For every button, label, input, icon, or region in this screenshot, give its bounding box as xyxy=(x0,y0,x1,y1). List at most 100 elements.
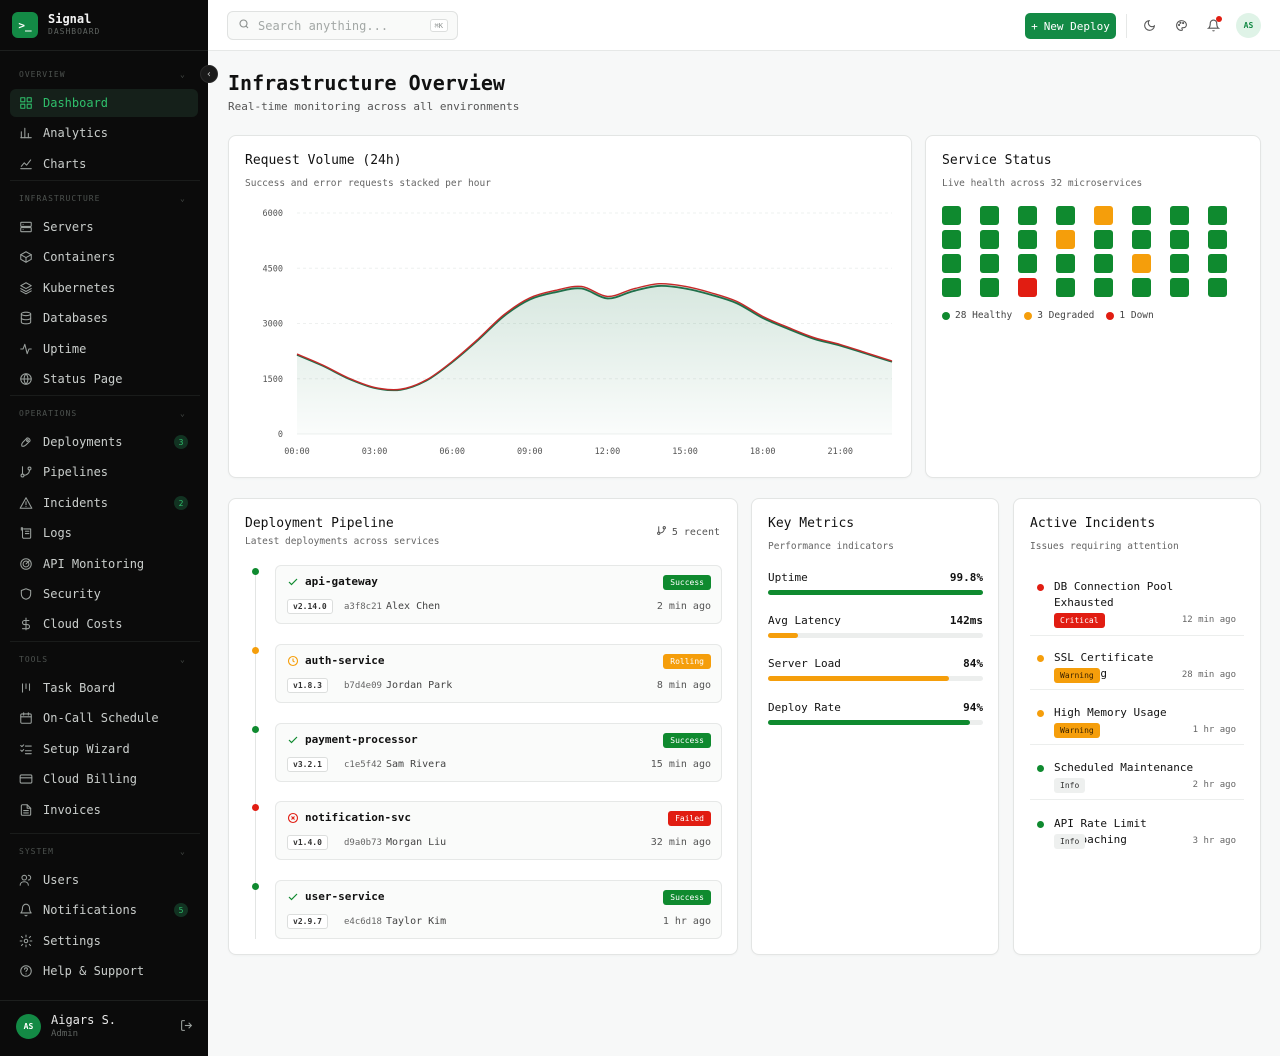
sidebar-item-databases[interactable]: Databases xyxy=(10,304,198,332)
service-tile-healthy[interactable] xyxy=(1018,230,1037,249)
timestamp: 12 min ago xyxy=(1181,615,1236,625)
sidebar-item-invoices[interactable]: Invoices xyxy=(10,796,198,824)
sidebar-item-settings[interactable]: Settings xyxy=(10,927,198,955)
sidebar-item-task-board[interactable]: Task Board xyxy=(10,674,198,702)
y-tick-label: 4500 xyxy=(263,264,283,274)
chevron-down-icon[interactable]: ⌄ xyxy=(180,847,185,856)
deployment-row[interactable]: user-service Success v2.9.7 e4c6d18 Tayl… xyxy=(275,880,722,939)
sidebar-item-cloud-costs[interactable]: Cloud Costs xyxy=(10,610,198,638)
service-tile-healthy[interactable] xyxy=(1208,206,1227,225)
sidebar-item-api-monitoring[interactable]: API Monitoring xyxy=(10,550,198,578)
sidebar-item-setup-wizard[interactable]: Setup Wizard xyxy=(10,735,198,763)
request-volume-chart: 0 1500 3000 4500 6000 00:00 03:00 06:00 09:00 12:… xyxy=(263,209,893,457)
moon-icon[interactable] xyxy=(1140,16,1158,34)
service-name: user-service xyxy=(305,890,385,903)
timestamp: 2 hr ago xyxy=(1192,780,1236,790)
service-tile-healthy[interactable] xyxy=(1018,254,1037,273)
sidebar-item-dashboard[interactable]: Dashboard xyxy=(10,89,198,117)
search-box[interactable]: ⌘K xyxy=(227,11,458,40)
x-tick-label: 06:00 xyxy=(439,447,465,457)
sidebar-item-label: Users xyxy=(43,873,80,887)
chevron-down-icon[interactable]: ⌄ xyxy=(180,655,185,664)
brand[interactable]: >_ Signal DASHBOARD xyxy=(12,12,100,38)
service-tile-healthy[interactable] xyxy=(980,254,999,273)
sidebar-item-cloud-billing[interactable]: Cloud Billing xyxy=(10,765,198,793)
incident-item[interactable]: Scheduled Maintenance Info 2 hr ago xyxy=(1030,760,1244,800)
user-profile[interactable]: AS Aigars S. Admin xyxy=(0,1000,208,1056)
sidebar-item-servers[interactable]: Servers xyxy=(10,213,198,241)
timestamp: 32 min ago xyxy=(650,837,711,848)
service-tile-healthy[interactable] xyxy=(1018,206,1037,225)
service-tile-healthy[interactable] xyxy=(1132,278,1151,297)
service-tile-degraded[interactable] xyxy=(1094,206,1113,225)
service-tile-healthy[interactable] xyxy=(1170,254,1189,273)
palette-icon[interactable] xyxy=(1172,16,1190,34)
service-tile-healthy[interactable] xyxy=(1094,278,1113,297)
incident-item[interactable]: DB Connection Pool Exhausted Critical 12… xyxy=(1030,579,1244,636)
sidebar-item-help-support[interactable]: Help & Support xyxy=(10,957,198,985)
search-input[interactable] xyxy=(258,18,418,33)
service-tile-healthy[interactable] xyxy=(1056,206,1075,225)
sidebar-item-security[interactable]: Security xyxy=(10,580,198,608)
incident-item[interactable]: High Memory Usage Warning 1 hr ago xyxy=(1030,705,1244,745)
service-tile-healthy[interactable] xyxy=(980,206,999,225)
service-tile-degraded[interactable] xyxy=(1132,254,1151,273)
sidebar-item-pipelines[interactable]: Pipelines xyxy=(10,458,198,486)
deployment-row[interactable]: notification-svc Failed v1.4.0 d9a0b73 M… xyxy=(275,801,722,860)
service-tile-healthy[interactable] xyxy=(1170,230,1189,249)
sidebar-item-status-page[interactable]: Status Page xyxy=(10,365,198,393)
sidebar-item-analytics[interactable]: Analytics xyxy=(10,119,198,147)
new-deploy-button[interactable]: + New Deploy xyxy=(1025,13,1116,39)
metric-row: Uptime 99.8% xyxy=(768,571,983,595)
service-tile-healthy[interactable] xyxy=(942,254,961,273)
chevron-down-icon[interactable]: ⌄ xyxy=(180,194,185,203)
progress-fill xyxy=(768,676,949,681)
service-tile-healthy[interactable] xyxy=(942,230,961,249)
service-tile-healthy[interactable] xyxy=(1208,230,1227,249)
service-tile-healthy[interactable] xyxy=(1170,278,1189,297)
service-tile-healthy[interactable] xyxy=(942,206,961,225)
service-tile-healthy[interactable] xyxy=(1208,254,1227,273)
service-tile-healthy[interactable] xyxy=(1132,230,1151,249)
service-tile-healthy[interactable] xyxy=(1170,206,1189,225)
sidebar-item-deployments[interactable]: Deployments 3 xyxy=(10,428,198,456)
deployment-row[interactable]: api-gateway Success v2.14.0 a3f8c21 Alex… xyxy=(275,565,722,624)
sidebar-item-incidents[interactable]: Incidents 2 xyxy=(10,489,198,517)
bell-icon[interactable] xyxy=(1204,16,1222,34)
sidebar-item-uptime[interactable]: Uptime xyxy=(10,335,198,363)
incident-item[interactable]: API Rate Limit Approaching Info 3 hr ago xyxy=(1030,816,1244,856)
deployment-row[interactable]: auth-service Rolling v1.8.3 b7d4e09 Jord… xyxy=(275,644,722,703)
logout-icon[interactable] xyxy=(180,1019,193,1035)
deployment-row[interactable]: payment-processor Success v3.2.1 c1e5f42… xyxy=(275,723,722,782)
service-tile-healthy[interactable] xyxy=(980,278,999,297)
sidebar-item-label: Cloud Billing xyxy=(43,772,137,786)
chevron-down-icon[interactable]: ⌄ xyxy=(180,409,185,418)
sidebar-item-charts[interactable]: Charts xyxy=(10,150,198,178)
sidebar-item-logs[interactable]: Logs xyxy=(10,519,198,547)
service-tile-healthy[interactable] xyxy=(1132,206,1151,225)
service-tile-healthy[interactable] xyxy=(1056,254,1075,273)
sidebar-item-containers[interactable]: Containers xyxy=(10,243,198,271)
service-tile-healthy[interactable] xyxy=(942,278,961,297)
sidebar-item-on-call-schedule[interactable]: On-Call Schedule xyxy=(10,704,198,732)
grid-icon xyxy=(19,96,33,110)
service-tile-healthy[interactable] xyxy=(1094,230,1113,249)
avatar[interactable]: AS xyxy=(1236,13,1261,38)
sidebar-item-label: Help & Support xyxy=(43,964,145,978)
service-tile-healthy[interactable] xyxy=(1056,278,1075,297)
service-tile-healthy[interactable] xyxy=(980,230,999,249)
progress-fill xyxy=(768,590,983,595)
sidebar-item-notifications[interactable]: Notifications 5 xyxy=(10,896,198,924)
progress-track xyxy=(768,720,983,725)
service-tile-healthy[interactable] xyxy=(1094,254,1113,273)
service-tile-degraded[interactable] xyxy=(1056,230,1075,249)
service-tile-down[interactable] xyxy=(1018,278,1037,297)
chevron-down-icon[interactable]: ⌄ xyxy=(180,70,185,79)
y-tick-label: 0 xyxy=(278,430,283,440)
service-tile-healthy[interactable] xyxy=(1208,278,1227,297)
users-icon xyxy=(19,873,33,887)
incident-item[interactable]: SSL Certificate Expiring Warning 28 min … xyxy=(1030,650,1244,690)
sidebar-item-users[interactable]: Users xyxy=(10,866,198,894)
collapse-sidebar-button[interactable]: ‹ xyxy=(200,65,218,83)
sidebar-item-kubernetes[interactable]: Kubernetes xyxy=(10,274,198,302)
